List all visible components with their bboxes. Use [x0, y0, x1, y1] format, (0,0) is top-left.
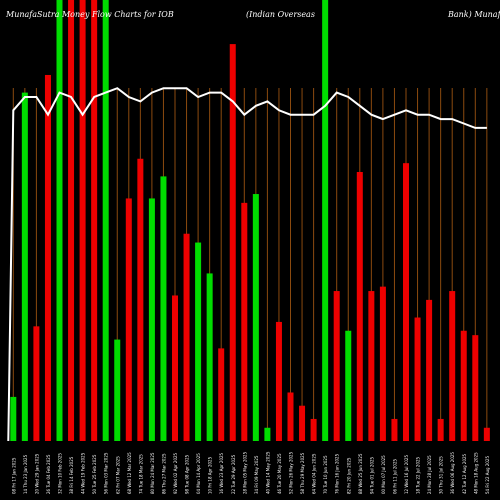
- bar: [10, 396, 17, 441]
- bar: [91, 0, 98, 441]
- x-tick-label: 64 Wed 04 Jun 2025: [312, 453, 317, 494]
- bar: [33, 326, 40, 441]
- bar: [426, 299, 433, 441]
- x-tick-label: 68 Wed 12 Mar 2025: [127, 452, 132, 494]
- x-tick-label: 58 Thu 29 May 2025: [300, 452, 305, 494]
- x-tick-label: 08 Fri 17 Jan 2025: [11, 457, 16, 494]
- x-tick-label: 62 Fri 07 Mar 2025: [115, 456, 120, 494]
- x-tick-label: 06 Fri 11 Jul 2025: [392, 459, 397, 494]
- x-tick-label: 70 Tue 10 Jun 2025: [323, 455, 328, 494]
- bar: [183, 233, 190, 441]
- bar: [449, 291, 456, 441]
- x-tick-label: 36 Wed 06 Aug 2025: [450, 452, 455, 494]
- x-tick-label: 30 Thu 31 Jul 2025: [439, 456, 444, 494]
- bar: [218, 348, 225, 441]
- bar: [275, 321, 282, 441]
- x-tick-label: 26 Tue 04 Feb 2025: [46, 454, 51, 494]
- x-tick-label: 88 Wed 25 Jun 2025: [358, 453, 363, 494]
- x-tick-label: 48 Mon 18 Aug 2025: [473, 452, 478, 494]
- bar: [241, 202, 248, 441]
- x-tick-label: 10 Fri 18 Apr 2025: [208, 456, 213, 494]
- bar: [472, 335, 479, 441]
- bar: [195, 242, 202, 441]
- bar: [44, 74, 51, 441]
- bar: [483, 427, 490, 441]
- bar: [79, 0, 86, 441]
- bar: [148, 198, 155, 441]
- x-tick-label: 76 Mon 16 Jun 2025: [335, 453, 340, 494]
- bar: [356, 171, 363, 442]
- bar: [368, 291, 375, 441]
- x-tick-label: 44 Wed 19 Feb 2025: [81, 452, 86, 494]
- bar: [160, 176, 167, 441]
- x-tick-label: 00 Mon 07 Jul 2025: [381, 455, 386, 494]
- x-tick-label: 04 Mon 14 Apr 2025: [196, 453, 201, 494]
- x-tick-label: 74 Tue 18 Mar 2025: [138, 454, 143, 494]
- x-tick-label: 94 Tue 01 Jul 2025: [369, 456, 374, 494]
- bar: [114, 339, 121, 441]
- bar: [206, 273, 213, 441]
- x-tick-label: 98 Tue 08 Apr 2025: [185, 454, 190, 494]
- x-tick-label: 12 Wed 16 Jul 2025: [404, 455, 409, 494]
- chart-title-part-2: (Indian Overseas: [246, 10, 315, 19]
- bar: [264, 427, 271, 441]
- x-tick-label: 50 Tue 25 Feb 2025: [92, 454, 97, 494]
- x-tick-label: 22 Tue 29 Apr 2025: [231, 454, 236, 494]
- x-tick-label: 46 Tue 20 May 2025: [277, 453, 282, 494]
- x-tick-label: 56 Mon 03 Mar 2025: [104, 452, 109, 494]
- x-tick-label: 40 Wed 14 May 2025: [265, 451, 270, 494]
- money-flow-line: [7, 87, 487, 442]
- bar: [21, 92, 28, 442]
- bar: [125, 198, 132, 441]
- x-tick-label: 18 Tue 22 Jul 2025: [416, 456, 421, 494]
- x-tick-label: 16 Wed 23 Apr 2025: [219, 452, 224, 494]
- bar: [345, 330, 352, 441]
- bar: [403, 163, 409, 442]
- bar: [287, 392, 294, 441]
- chart-title-part-3: Bank) MunafaSutra.com: [448, 10, 500, 19]
- bar: [56, 0, 63, 441]
- flow-line: [7, 87, 487, 442]
- bar: [460, 330, 467, 441]
- x-tick-label: 38 Fri 14 Feb 2025: [69, 456, 74, 494]
- x-tick-label: 34 Fri 09 May 2025: [254, 455, 259, 494]
- bar: [229, 44, 236, 441]
- x-tick-label: 24 Mon 28 Jul 2025: [427, 455, 432, 494]
- x-tick-label: 42 Tue 12 Aug 2025: [462, 453, 467, 494]
- bar: [437, 418, 444, 441]
- bar: [137, 158, 144, 441]
- bar: [299, 405, 306, 441]
- x-tick-label: 14 Thu 23 Jan 2025: [23, 454, 28, 494]
- bar: [322, 0, 329, 441]
- x-tick-label: 52 Mon 26 May 2025: [289, 451, 294, 494]
- x-tick-label: 80 Mon 24 Mar 2025: [150, 452, 155, 494]
- bar: [310, 418, 317, 441]
- bar: [379, 286, 386, 441]
- chart-title-part-1: MunafaSutra Money Flow Charts for IOB: [6, 10, 174, 19]
- bar: [252, 194, 259, 441]
- bar: [172, 295, 178, 441]
- bar: [333, 291, 340, 441]
- bar: [414, 317, 421, 441]
- x-tick-label: 20 Wed 29 Jan 2025: [34, 453, 39, 494]
- x-tick-label: 92 Wed 02 Apr 2025: [173, 452, 178, 494]
- x-tick-label: 86 Thu 27 Mar 2025: [161, 453, 166, 494]
- bar: [68, 0, 75, 441]
- bars: [10, 0, 490, 442]
- x-tick-labels: 08 Fri 17 Jan 2025 14 Thu 23 Jan 2025 20 W…: [11, 451, 490, 494]
- x-tick-label: 54 Fri 22 Aug 2025: [485, 456, 490, 494]
- x-tick-label: 28 Mon 05 May 2025: [242, 451, 247, 494]
- x-tick-label: 32 Mon 10 Feb 2025: [58, 453, 63, 494]
- bar: [102, 0, 109, 441]
- x-tick-label: 82 Fri 20 Jun 2025: [346, 457, 351, 494]
- bar: [391, 418, 398, 441]
